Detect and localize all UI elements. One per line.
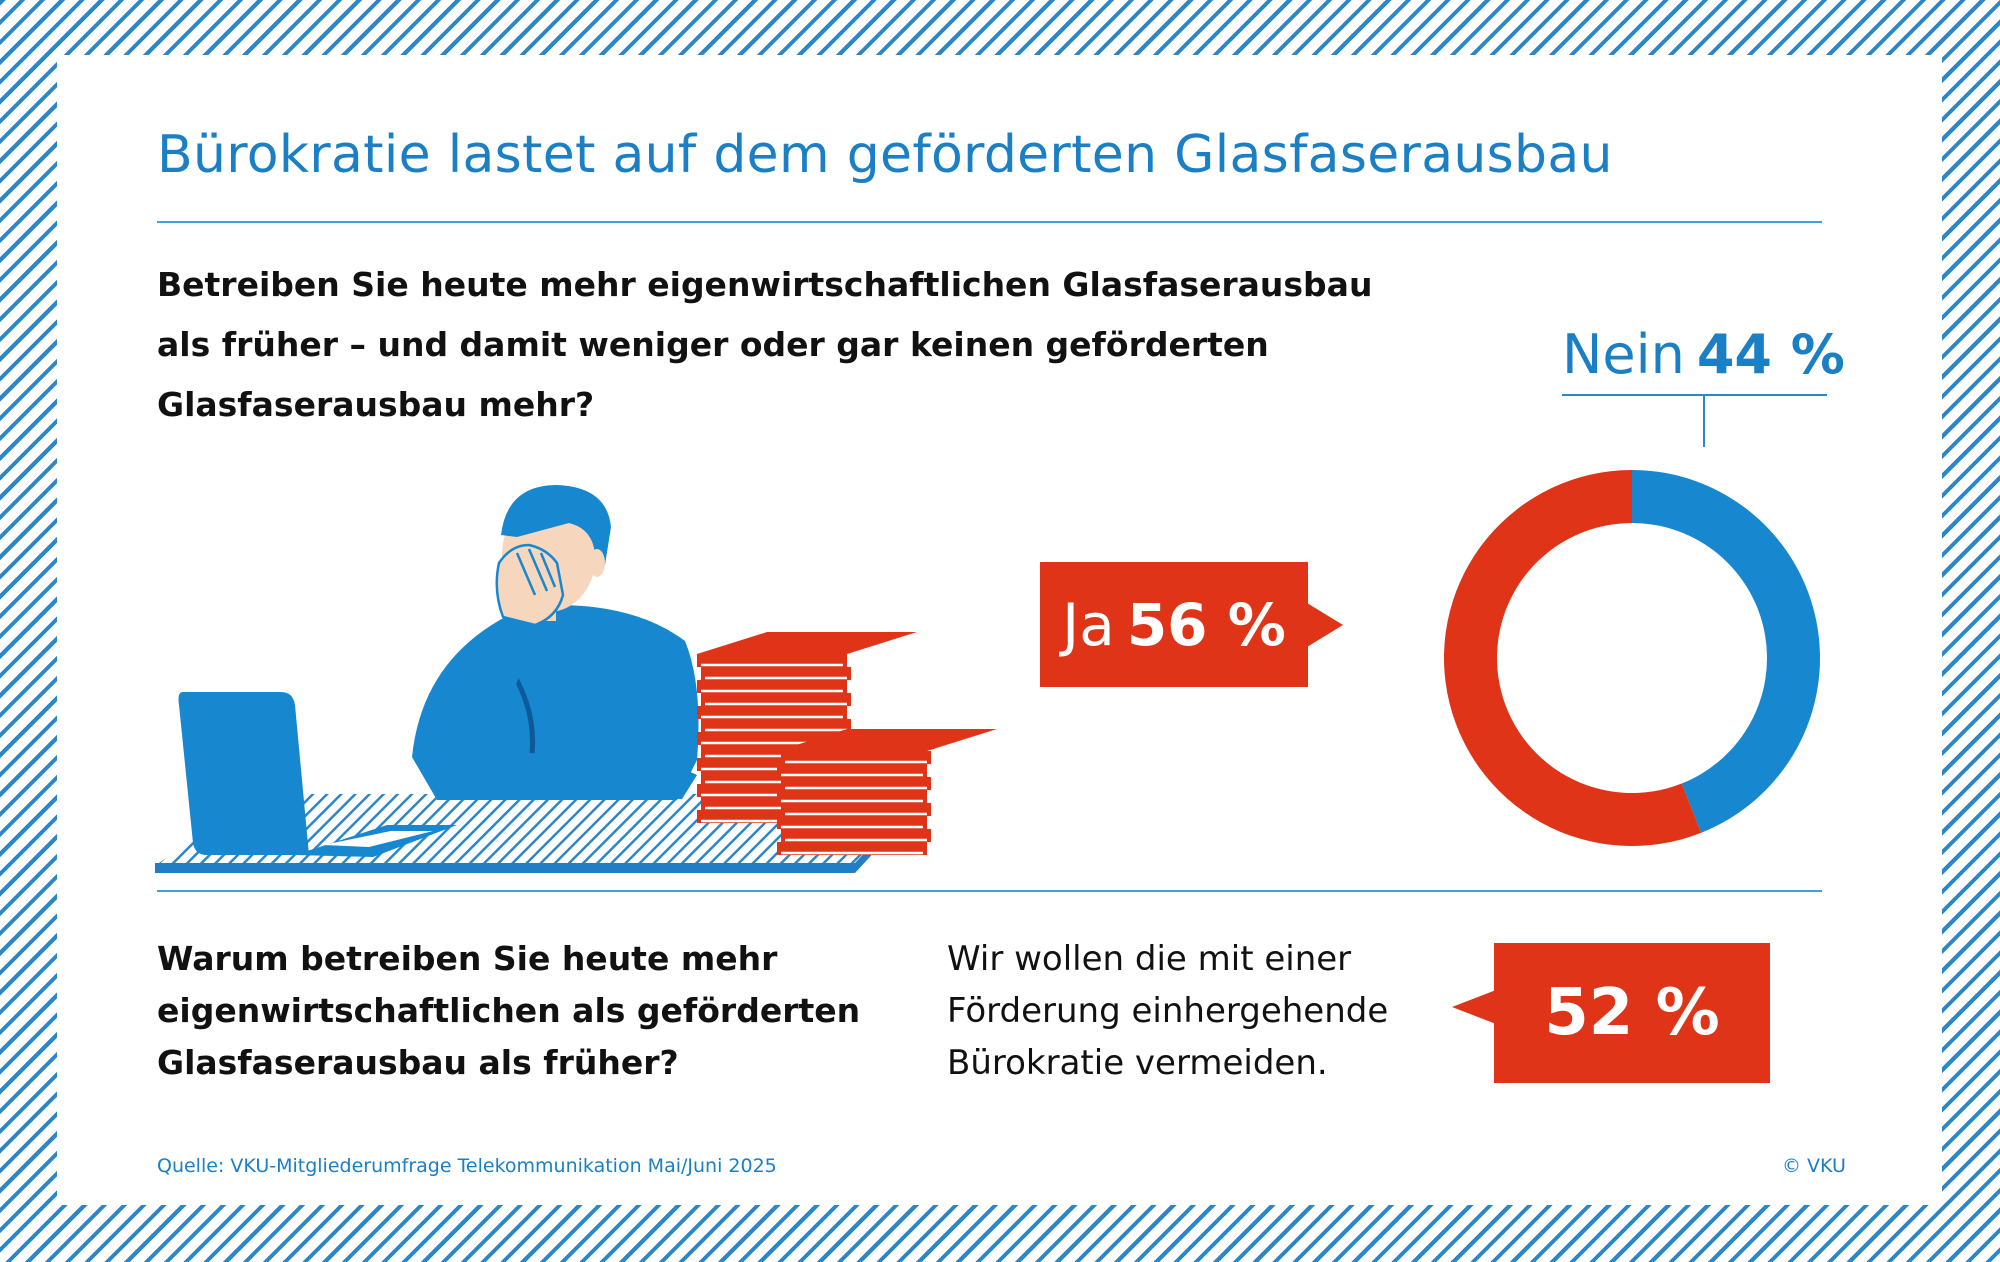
- question-1: Betreiben Sie heute mehr eigenwirtschaft…: [157, 255, 1457, 435]
- source-note: Quelle: VKU-Mitgliederumfrage Telekommun…: [157, 1155, 777, 1177]
- nein-connector-horizontal: [1562, 394, 1827, 396]
- question-1-line-1: Betreiben Sie heute mehr eigenwirtschaft…: [157, 265, 1373, 304]
- answer-text: Wir wollen die mit einer Förderung einhe…: [947, 933, 1467, 1089]
- laptop-icon: [178, 692, 457, 857]
- question-2-line-2: eigenwirtschaftlichen als geförderten: [157, 991, 861, 1030]
- nein-label: Nein 44 %: [1562, 323, 1845, 386]
- answer-line-1: Wir wollen die mit einer: [947, 939, 1352, 979]
- ja-callout: Ja 56 %: [1040, 562, 1308, 687]
- question-1-line-3: Glasfaserausbau mehr?: [157, 385, 595, 424]
- question-2-line-1: Warum betreiben Sie heute mehr: [157, 939, 778, 978]
- infographic-card: Bürokratie lastet auf dem geförderten Gl…: [57, 55, 1942, 1205]
- answer-percent-box: 52 %: [1494, 943, 1770, 1083]
- answer-line-2: Förderung einhergehende: [947, 991, 1389, 1031]
- file-stacks: [697, 632, 997, 855]
- question-1-line-2: als früher – und damit weniger oder gar …: [157, 325, 1269, 364]
- answer-line-3: Bürokratie vermeiden.: [947, 1043, 1328, 1083]
- frustrated-worker-illustration: [155, 485, 997, 873]
- donut-chart: [1443, 470, 1820, 846]
- page-title: Bürokratie lastet auf dem geförderten Gl…: [157, 125, 1613, 185]
- donut-slice-ja: [1443, 470, 1702, 846]
- answer-callout-pointer: [1452, 990, 1496, 1024]
- nein-word: Nein: [1562, 323, 1685, 386]
- divider-bottom: [157, 890, 1822, 892]
- nein-connector-vertical: [1703, 395, 1705, 447]
- divider-top: [157, 221, 1822, 223]
- file-stack-front: [777, 729, 997, 855]
- nein-percent: 44 %: [1696, 323, 1845, 386]
- question-2: Warum betreiben Sie heute mehr eigenwirt…: [157, 933, 917, 1089]
- person: [412, 485, 699, 800]
- ja-word: Ja: [1062, 590, 1115, 659]
- ja-percent: 56 %: [1126, 590, 1286, 659]
- copyright: © VKU: [1782, 1155, 1846, 1177]
- donut-slice-nein: [1632, 470, 1820, 833]
- ja-callout-pointer: [1307, 603, 1343, 647]
- question-2-line-3: Glasfaserausbau als früher?: [157, 1043, 679, 1082]
